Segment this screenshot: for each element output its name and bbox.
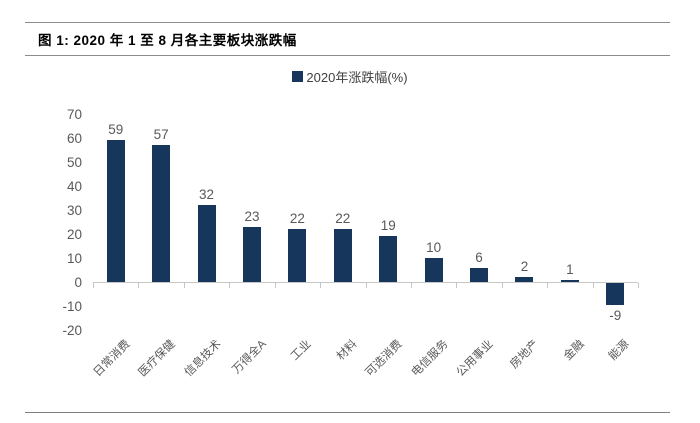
y-axis-label: -20 [62, 322, 82, 338]
bar [424, 258, 443, 282]
category-label: 能源 [607, 338, 632, 363]
category-label: 金融 [561, 338, 587, 363]
bar [288, 229, 307, 282]
axis-tick [275, 283, 276, 288]
category-label: 日常消费 [91, 338, 133, 380]
chart-legend: 2020年涨跌幅(%) [0, 67, 700, 86]
bar-value-label: 6 [475, 249, 483, 265]
axis-tick [593, 283, 594, 288]
y-axis-label: 40 [66, 178, 82, 194]
bar [333, 229, 352, 282]
y-axis-label: 0 [74, 274, 82, 290]
bar-value-label: -9 [609, 307, 622, 323]
bar [379, 236, 398, 282]
axis-tick [229, 283, 230, 288]
axis-tick [138, 283, 139, 288]
bar-value-label: 19 [380, 218, 396, 234]
footer-rule [25, 412, 670, 413]
category-label: 医疗保健 [136, 338, 178, 380]
category-label: 万得全A [230, 338, 269, 377]
header-top-rule [25, 22, 670, 23]
bar [470, 267, 489, 282]
axis-tick [502, 283, 503, 288]
y-axis-label: 30 [66, 202, 82, 218]
axis-tick [638, 283, 639, 288]
bar [560, 279, 579, 282]
category-label: 可选消费 [363, 338, 405, 380]
bar [242, 226, 261, 282]
axis-tick [547, 283, 548, 288]
axis-tick [184, 283, 185, 288]
legend-swatch-icon [292, 71, 304, 82]
bar-value-label: 59 [108, 122, 124, 138]
category-label: 电信服务 [409, 338, 451, 380]
bar [106, 140, 125, 282]
bar-value-label: 57 [153, 127, 169, 143]
axis-tick [320, 283, 321, 288]
bar-value-label: 2 [520, 259, 529, 275]
bar-value-label: 1 [566, 261, 574, 277]
y-axis-label: 70 [66, 106, 82, 122]
axis-tick [411, 283, 412, 288]
category-label: 房地产 [508, 338, 542, 372]
y-axis-label: 60 [66, 130, 82, 146]
legend-label: 2020年涨跌幅(%) [306, 70, 408, 85]
y-axis-label: 10 [66, 250, 82, 266]
bar-value-label: 23 [244, 208, 260, 224]
y-axis-label: 50 [66, 154, 82, 170]
bar [515, 277, 534, 282]
category-label: 工业 [289, 338, 314, 363]
header-bottom-rule [25, 55, 670, 56]
x-axis-line [93, 282, 638, 283]
axis-tick [366, 283, 367, 288]
y-axis-label: -10 [62, 298, 82, 314]
axis-tick [456, 283, 457, 288]
bar-value-label: 22 [335, 211, 351, 227]
bar [152, 145, 171, 282]
figure-title: 图 1: 2020 年 1 至 8 月各主要板块涨跌幅 [38, 33, 297, 48]
bar [606, 283, 625, 305]
category-label: 材料 [334, 338, 360, 363]
bar [197, 205, 216, 282]
category-label: 公用事业 [454, 338, 496, 380]
bar-value-label: 32 [199, 187, 215, 203]
axis-tick [93, 283, 94, 288]
bar-value-label: 22 [289, 211, 305, 227]
category-label: 信息技术 [182, 338, 224, 380]
y-axis-label: 20 [66, 226, 82, 242]
bar-value-label: 10 [426, 240, 442, 255]
